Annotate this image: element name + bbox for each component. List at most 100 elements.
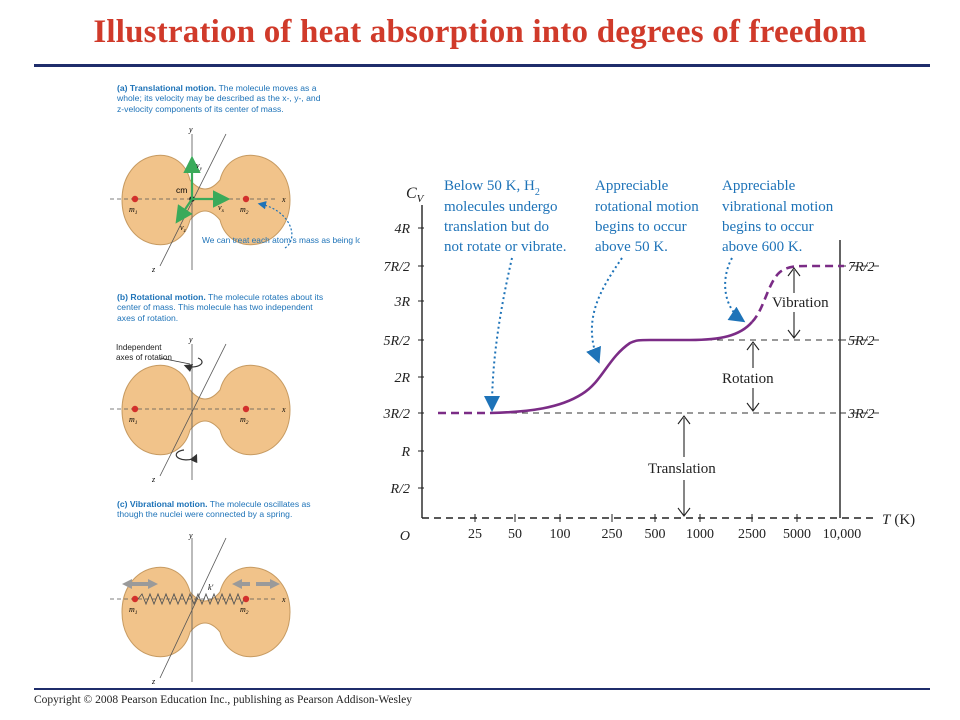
a-x-label: x <box>281 195 286 204</box>
axes-note: Independent axes of rotation <box>116 343 172 362</box>
xtick-25: 25 <box>468 527 482 542</box>
pointer-below-50k <box>484 257 513 412</box>
pointer-vibrational <box>724 257 746 323</box>
rotation-arrow-y <box>183 357 203 373</box>
atom-2 <box>242 595 250 603</box>
x-tick-marks <box>474 514 798 522</box>
panel-a-heading: (a) Translational motion. <box>117 83 217 93</box>
pointer-rotational <box>586 257 623 364</box>
footer-rule <box>34 688 930 690</box>
annotations: Below 50 K, H2 molecules undergo transla… <box>444 178 837 255</box>
xtick-2500: 2500 <box>738 527 766 542</box>
xtick-250: 250 <box>602 527 623 542</box>
molecule-panels: y x z cm vy vx vz m1 m2 We can treat eac… <box>110 125 360 686</box>
rotation-molecule: y x z m1 m2 Independent axes of rotation <box>110 335 291 484</box>
b-m1-label: m1 <box>129 415 138 426</box>
left-arrow-in <box>140 579 158 589</box>
ytick-origin: O <box>400 529 410 544</box>
c-m2-label: m2 <box>240 605 249 616</box>
right-label-5R2: 5R/2 <box>848 334 874 349</box>
vx-label: vx <box>218 203 225 214</box>
vibration-label: Vibration <box>772 295 829 311</box>
right-label-3R2: 3R/2 <box>847 407 874 422</box>
translation-label: Translation <box>648 461 716 477</box>
c-m1-label: m1 <box>129 605 138 616</box>
b-x-label: x <box>281 405 286 414</box>
axes-note-leader <box>159 357 191 365</box>
c-y-label: y <box>188 531 193 540</box>
heat-capacity-curve <box>489 321 753 415</box>
panel-c-caption: (c) Vibrational motion. The molecule osc… <box>117 499 327 520</box>
a-m2-label: m2 <box>240 205 249 216</box>
xtick-100: 100 <box>550 527 571 542</box>
molecule-body <box>121 566 291 658</box>
atom-2 <box>242 405 250 413</box>
atom-1 <box>131 195 139 203</box>
vz-arrow <box>175 198 193 224</box>
region-arrows <box>677 267 801 517</box>
annotation-vibrational: Appreciable vibrational motion begins to… <box>722 178 837 255</box>
ytick-3R2: 3R/2 <box>383 407 410 422</box>
spring-constant-label: k′ <box>208 583 214 592</box>
heat-capacity-graph: CV 4R 7R/2 3R 5R/2 2R 3R/2 R R/2 O 25 50… <box>383 178 916 544</box>
ytick-R2: R/2 <box>390 482 410 497</box>
c-z-label: z <box>151 677 156 686</box>
x-tick-labels: 25 50 100 250 500 1000 2500 5000 10,000 <box>468 527 861 542</box>
rotation-arrow-z <box>175 449 198 464</box>
right-arrow-in <box>232 579 250 589</box>
xtick-10000: 10,000 <box>823 527 862 542</box>
temperature-axis-label: T (K) <box>882 512 915 528</box>
atom-1 <box>131 595 139 603</box>
spring <box>137 592 245 606</box>
z-axis <box>159 343 227 477</box>
vy-label: vy <box>196 161 203 172</box>
y-tick-marks <box>418 227 424 489</box>
a-z-label: z <box>151 265 156 274</box>
curve-high-dashed <box>751 264 844 323</box>
panel-b-heading: (b) Rotational motion. <box>117 292 206 302</box>
ytick-2R: 2R <box>394 371 410 386</box>
vibration-molecule: y x z k′ m1 m2 <box>110 531 291 686</box>
a-y-label: y <box>188 125 193 134</box>
b-m2-label: m2 <box>240 415 249 426</box>
xtick-1000: 1000 <box>686 527 714 542</box>
c-x-label: x <box>281 595 286 604</box>
panel-b-body: The molecule rotates about its center of… <box>117 292 324 323</box>
slide-title: Illustration of heat absorption into deg… <box>93 14 867 50</box>
rotation-label: Rotation <box>722 371 774 387</box>
translation-molecule: y x z cm vy vx vz m1 m2 We can treat eac… <box>110 125 360 274</box>
b-z-label: z <box>151 475 156 484</box>
atom-1 <box>131 405 139 413</box>
atom-mass-note: We can treat each atom’s mass as being l… <box>202 235 360 245</box>
panel-a-caption: (a) Translational motion. The molecule m… <box>117 83 327 114</box>
panel-c-heading: (c) Vibrational motion. <box>117 499 208 509</box>
ytick-3R: 3R <box>393 295 410 310</box>
annotation-pointers <box>484 257 746 412</box>
molecule-body <box>121 364 291 456</box>
ytick-R: R <box>400 445 410 460</box>
a-m1-label: m1 <box>129 205 138 216</box>
vz-label: vz <box>180 223 187 234</box>
right-arrow-out <box>256 579 280 589</box>
xtick-5000: 5000 <box>783 527 811 542</box>
xtick-500: 500 <box>645 527 666 542</box>
atom-2 <box>242 195 250 203</box>
title-rule <box>34 64 930 67</box>
ytick-4R: 4R <box>394 222 410 237</box>
region-labels: Vibration Rotation Translation <box>648 295 829 477</box>
cv-axis-label: CV <box>406 185 425 205</box>
z-axis <box>159 537 227 679</box>
panel-c-body: The molecule oscillates as though the nu… <box>117 499 311 520</box>
cm-label: cm <box>176 185 187 195</box>
right-labels: 7R/2 5R/2 3R/2 <box>847 260 874 422</box>
y-tick-labels: 4R 7R/2 3R 5R/2 2R 3R/2 R R/2 O <box>383 222 411 544</box>
copyright: Copyright © 2008 Pearson Education Inc.,… <box>34 694 413 706</box>
ytick-7R2: 7R/2 <box>384 260 410 275</box>
annotation-below-50k: Below 50 K, H2 molecules undergo transla… <box>444 178 566 255</box>
b-y-label: y <box>188 335 193 344</box>
panel-a-body: The molecule moves as a whole; its veloc… <box>117 83 321 114</box>
panel-b-caption: (b) Rotational motion. The molecule rota… <box>117 292 327 323</box>
ytick-5R2: 5R/2 <box>384 334 410 349</box>
xtick-50: 50 <box>508 527 522 542</box>
annotation-rotational: Appreciable rotational motion begins to … <box>595 178 702 255</box>
